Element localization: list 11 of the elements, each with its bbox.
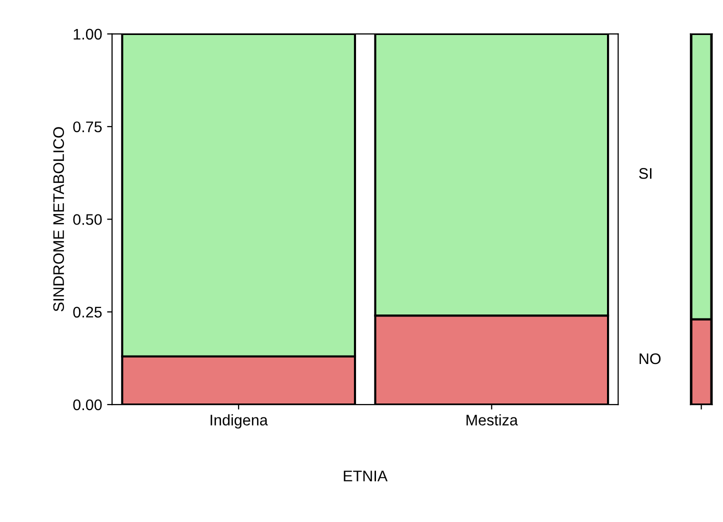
x-tick-label: Indigena	[210, 414, 268, 429]
y-tick-label: 0.50	[73, 214, 102, 225]
y-axis-title: SINDROME METABOLICO	[53, 127, 64, 312]
y-tick-label: 0.75	[73, 121, 102, 132]
y-tick-label: 1.00	[74, 28, 102, 40]
x-tick-label: Mestiza	[466, 414, 518, 426]
y-tick-label: 0.00	[73, 399, 102, 410]
text: SI	[639, 168, 652, 179]
text: NO	[640, 353, 661, 364]
y-tick-label: 0.25	[73, 306, 102, 318]
x-axis-title: ETNIA	[344, 470, 388, 482]
